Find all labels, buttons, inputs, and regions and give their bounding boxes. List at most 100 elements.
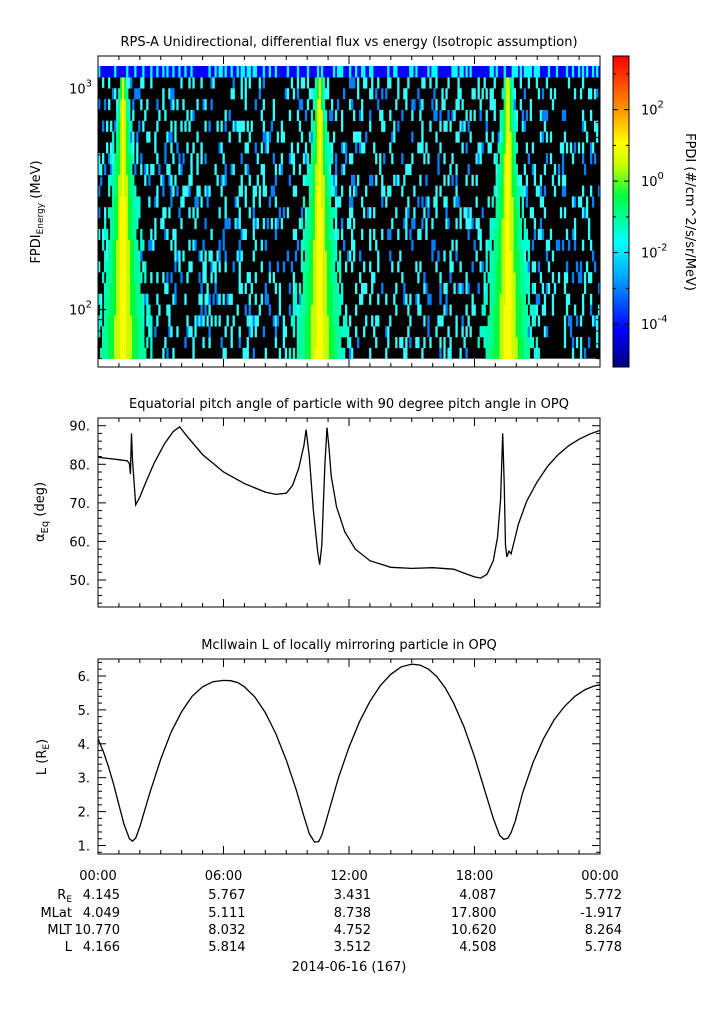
spectrogram-cell [190,109,193,122]
spectrogram-cell [479,153,482,165]
spectrogram-cell [238,218,241,230]
spectrogram-cell [487,272,490,284]
spectrogram-cell [298,120,302,132]
spectrogram-cell [499,142,502,154]
pitch-x-ticks [97,418,601,607]
spectrogram-cell [274,174,278,186]
spectrogram-cell [497,282,500,295]
top-band-cell [150,66,153,78]
spectrogram-cell [419,109,422,122]
spectrogram-cell [172,185,175,197]
spectrogram-cell [312,304,316,316]
spectrogram-cell [218,250,221,262]
spectrogram-cell [505,261,508,273]
top-band-cell [555,66,559,78]
spectrogram-cell [571,228,575,240]
spectrogram-cell [176,250,179,262]
spectrogram-cell [322,185,326,197]
spectrogram-cell [467,218,470,230]
spectrogram-cell [507,163,510,176]
spectrogram-cell [120,153,123,165]
spectrogram-cell [381,174,384,186]
spectrogram-cell [162,88,165,100]
spectrogram-cell [132,228,135,240]
spectrogram-cell [122,239,125,251]
spectrogram-cell [268,261,271,273]
spectrogram-cell [132,142,135,154]
spectrogram-cell [507,142,510,154]
ephemeris-value: 4.166 [83,940,120,955]
spectrogram-cell [485,239,488,251]
spectrogram-cell [523,315,527,327]
spectrogram-cell [306,261,310,273]
lshell-frame [97,658,601,855]
spectrogram-cell [423,77,426,89]
spectrogram-cell [326,163,330,176]
spectrogram-cell [302,153,306,165]
spectrogram-cell [499,218,502,230]
spectrogram-cell [126,153,129,165]
spectrogram-cell [551,272,555,284]
spectrogram-cell [527,282,531,295]
spectrogram-cell [415,337,418,349]
spectrogram-cell [326,218,330,230]
spectrogram-cell [505,207,508,219]
spectrogram-cell [244,77,247,89]
spectrogram-cell [465,326,468,338]
spectrogram-cell [459,207,462,219]
spectrogram-cell [465,347,468,359]
spectrogram-cell [455,131,458,143]
spectrogram-cell [435,207,438,219]
top-band-cell [156,66,159,78]
spectrogram-cell [326,347,330,359]
spectrogram-cell [144,261,147,273]
spectrogram-cell [425,218,428,230]
spectrogram-cell [507,88,510,100]
spectrogram-cell [497,337,500,349]
spectrogram-cell [298,326,302,338]
spectrogram-cell [503,228,506,240]
spectrogram-cell [310,185,314,197]
spectrogram-cell [495,153,498,165]
spectrogram-cell [521,185,524,197]
spectrogram-cell [128,347,131,359]
top-band-cell [433,66,436,78]
spectrogram-cell [377,99,380,111]
spectrogram-cell [122,261,125,273]
spectrogram-cell [250,315,253,327]
spectrogram-cell [326,304,330,316]
spectrogram-cell [170,196,173,208]
spectrogram-cell [100,163,103,176]
spectrogram-cell [423,207,426,219]
spectrogram-cell [507,304,510,316]
spectrogram-cell [292,326,296,338]
spectrogram-cell [371,88,374,100]
spectrogram-cell [513,228,516,240]
spectrogram-cell [124,315,127,327]
spectrogram-cell [517,261,520,273]
spectrogram-cell [228,109,231,122]
spectrogram-cell [381,109,384,122]
spectrogram-cell [260,163,263,176]
spectrogram-cell [112,272,115,284]
spectrogram-cell [136,337,139,349]
spectrogram-cell [268,304,271,316]
spectrogram-cell [168,163,171,176]
spectrogram-cell [509,142,512,154]
spectrogram-cell [170,131,173,143]
spectrogram-cell [204,120,207,132]
spectrogram-cell [334,337,338,349]
spectrogram-cell [501,337,504,349]
spectrogram-cell [324,109,328,122]
spectrogram-cell [162,185,165,197]
spectrogram-cell [332,250,336,262]
spectrogram-cell [553,282,557,295]
spectrogram-cell [326,250,330,262]
spectrogram-cell [334,196,338,208]
spectrogram-cell [593,88,597,100]
spectrogram-cell [132,326,135,338]
spectrogram-cell [433,196,436,208]
spectrogram-cell [477,218,480,230]
spectrogram-cell [567,239,571,251]
